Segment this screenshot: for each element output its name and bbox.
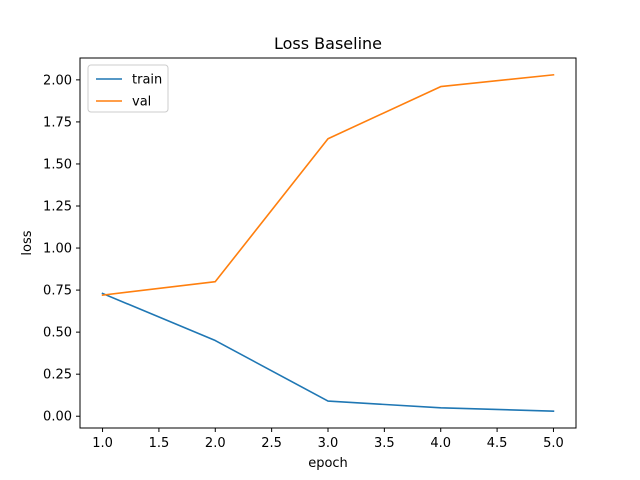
x-tick-label: 3.0 <box>318 436 339 451</box>
y-tick-label: 1.00 <box>43 242 72 257</box>
legend-label-train: train <box>132 73 162 88</box>
y-axis: 0.00 0.25 0.50 0.75 1.00 1.25 1.50 1.75 2.00 <box>43 73 80 425</box>
y-tick-label: 2.00 <box>43 73 72 88</box>
legend: train val <box>87 64 169 113</box>
y-tick-label: 0.00 <box>43 410 72 425</box>
y-tick-label: 1.25 <box>43 200 72 215</box>
y-tick-label: 0.25 <box>43 368 72 383</box>
x-tick-label: 2.0 <box>205 436 226 451</box>
x-tick-label: 5.0 <box>543 436 564 451</box>
x-tick-label: 2.5 <box>261 436 282 451</box>
chart-title: Loss Baseline <box>274 34 382 53</box>
x-axis: 1.0 1.5 2.0 2.5 3.0 3.5 4.0 4.5 5.0 <box>92 428 564 451</box>
y-axis-label: loss <box>20 230 35 255</box>
y-tick-label: 0.75 <box>43 284 72 299</box>
y-tick-label: 1.50 <box>43 157 72 172</box>
x-tick-label: 4.0 <box>430 436 451 451</box>
plot-area <box>101 73 555 413</box>
y-tick-label: 1.75 <box>43 115 72 130</box>
x-tick-label: 4.5 <box>487 436 508 451</box>
legend-label-val: val <box>132 95 151 110</box>
x-tick-label: 3.5 <box>374 436 395 451</box>
x-tick-label: 1.0 <box>92 436 113 451</box>
y-tick-label: 0.50 <box>43 326 72 341</box>
x-tick-label: 1.5 <box>149 436 170 451</box>
x-axis-label: epoch <box>308 456 348 471</box>
